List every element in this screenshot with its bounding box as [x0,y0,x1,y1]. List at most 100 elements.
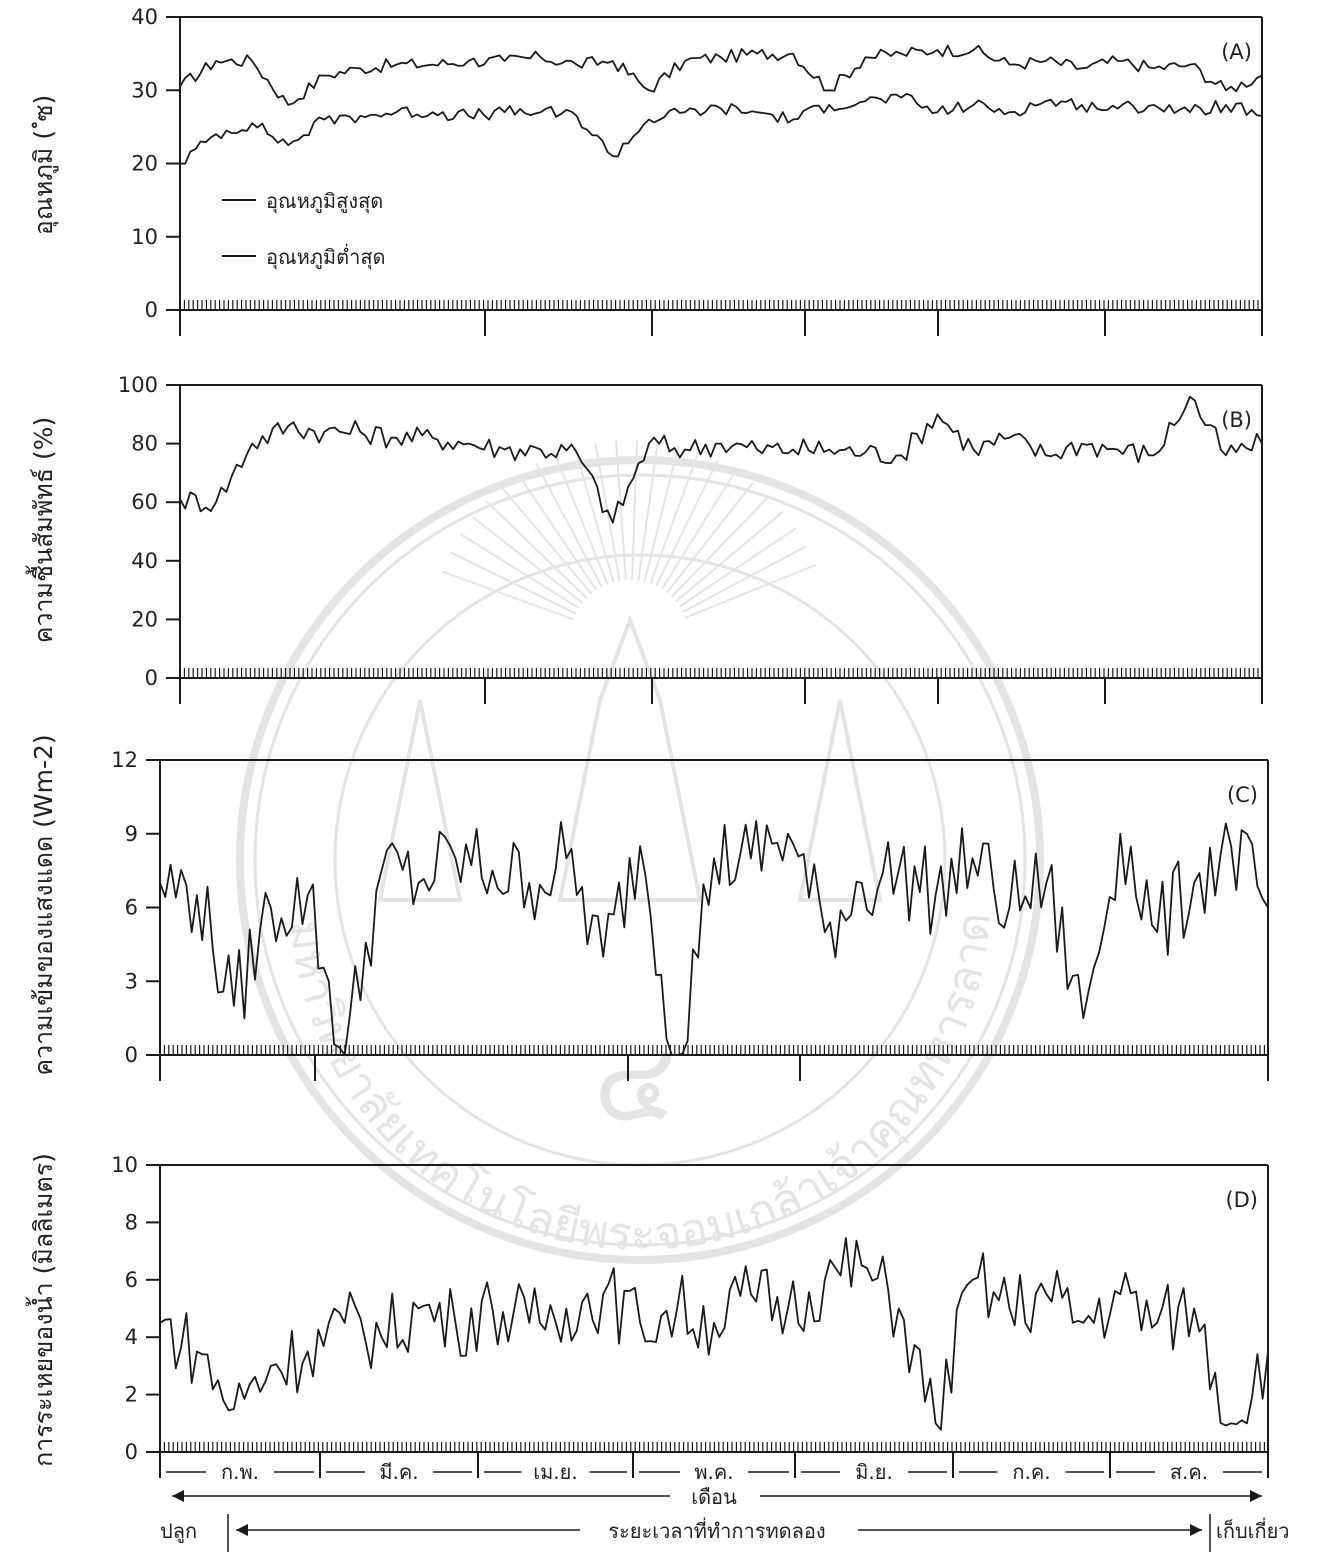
x-minor-ticks [159,1442,1265,1452]
month-label-bg [680,1460,748,1484]
y-axis-label: การระเหยของน้ำ (มิลลิเมตร) [25,1153,58,1467]
seal-sunray [441,570,574,621]
footer-layer: ปลูก ระยะเวลาที่ทำการทดลอง เก็บเกี่ยว [160,1514,1290,1552]
y-tick-label: 10 [131,225,158,249]
series-line-b-0 [179,395,1263,524]
panel-b: 0 20 40 60 80 100 ความชื้นสัมพัทธ์ (%) (B) [25,373,1263,704]
y-tick-label: 10 [111,1153,138,1177]
legend-entry: อุณหภูมิสูงสุด [266,189,383,214]
y-tick-label: 2 [125,1383,138,1407]
y-tick-label: 40 [131,549,158,573]
panel-label: (A) [1221,40,1252,64]
x-minor-ticks [179,668,1259,678]
month-label: มี.ค. [379,1460,418,1484]
y-axis-label: ความชื้นสัมพัทธ์ (%) [25,417,58,644]
seal-sunray [615,440,627,581]
series-line-c-0 [159,820,1269,1056]
y-tick-label: 0 [145,298,158,322]
seal-sunray [660,469,737,590]
seal-central-crown [557,614,703,902]
month-label-bg [521,1460,590,1484]
y-tick-label: 4 [125,1325,138,1349]
arrowhead-right [1250,1490,1262,1502]
seal-sunray [459,533,580,610]
month-label: ก.ค. [1012,1460,1050,1484]
panel-label: (C) [1227,783,1258,807]
y-tick-label: 0 [125,1440,138,1464]
x-axis-label: เดือน [691,1485,737,1509]
series-line-d-0 [159,1237,1269,1431]
seal-sunray [471,516,584,604]
y-tick-label: 100 [118,373,158,397]
seal-left-umbrella [377,699,463,902]
y-tick-label: 0 [125,1043,138,1067]
panel-label: (D) [1225,1188,1258,1212]
y-tick-label: 60 [131,490,158,514]
y-tick-label: 80 [131,432,158,456]
month-label: ก.พ. [221,1460,259,1484]
month-label: พ.ค. [694,1460,733,1484]
legend-entry: อุณหภูมิต่ำสุด [266,243,386,270]
panel-label: (B) [1221,408,1252,432]
y-axis-label: อุณหภูมิ ( ํซ) [29,95,59,236]
seal-sunray [573,447,615,583]
y-tick-label: 6 [125,896,138,920]
footer-start-label: ปลูก [160,1519,197,1544]
panel-a: 0 10 20 30 40 อุณหภูมิ ( ํซ) (A) อุณหภูมิสูงสุด… [29,5,1263,336]
seal-sunray [535,462,603,588]
panel-d: 0 2 4 6 8 10 การระเหยของน้ำ (มิลลิเมตร) (D) ก.พ.… [25,1153,1269,1509]
y-tick-label: 12 [111,748,138,772]
seal-inner-ring [253,473,1027,1247]
seal-sunray [500,486,593,595]
y-tick-label: 3 [125,969,138,993]
seal-sunray [685,564,816,619]
seal-sunray [679,527,797,608]
seal-sunray [670,495,770,598]
seal-outer-ring [236,456,1044,1264]
y-tick-label: 20 [131,152,158,176]
month-label-bg [840,1460,908,1484]
y-tick-label: 40 [131,5,158,29]
y-axis-label: ความเข้มของแสงแดด (Wm-2) [29,734,58,1075]
seal-sunray [666,481,754,594]
y-tick-label: 8 [125,1210,138,1234]
y-tick-label: 6 [125,1268,138,1292]
y-tick-label: 30 [131,78,158,102]
seal-sunray [554,454,609,585]
month-label-bg [997,1460,1066,1484]
series-line-a-0 [179,44,1263,106]
x-minor-ticks [179,300,1259,310]
seal-sunray [449,551,577,615]
seal-sunray [517,473,598,591]
seal-sunray [655,459,719,587]
month-label-bg [1155,1460,1223,1484]
y-tick-label: 9 [125,822,138,846]
seal-sunray [682,545,808,613]
arrowhead-left [172,1490,184,1502]
panel-c: 0 3 6 9 12 ความเข้มของแสงแดด (Wm-2) (C) [29,734,1269,1081]
seal-digit: ๔ [593,1018,676,1146]
seal-sunray [675,510,784,603]
footer-end-label: เก็บเกี่ยว [1216,1517,1290,1543]
footer-arrowhead-right [1190,1524,1202,1536]
y-tick-label: 20 [131,607,158,631]
month-label-bg [365,1460,433,1484]
seal-sunray [637,441,659,581]
month-label-bg [206,1460,274,1484]
seal-right-umbrella [797,699,883,902]
series-line-a-1 [179,92,1263,165]
y-tick-label: 0 [145,666,158,690]
seal-sunray [631,440,638,581]
x-minor-ticks [159,1045,1265,1055]
seal-sunray [643,445,680,583]
seal-sunray [649,451,700,584]
month-label: ส.ค. [1170,1460,1208,1484]
footer-period-label: ระยะเวลาที่ทำการทดลอง [608,1517,825,1543]
footer-arrowhead-left [236,1524,248,1536]
month-label: มิ.ย. [855,1460,893,1484]
month-label: เม.ย. [533,1460,577,1484]
seal-sunray [485,500,588,600]
